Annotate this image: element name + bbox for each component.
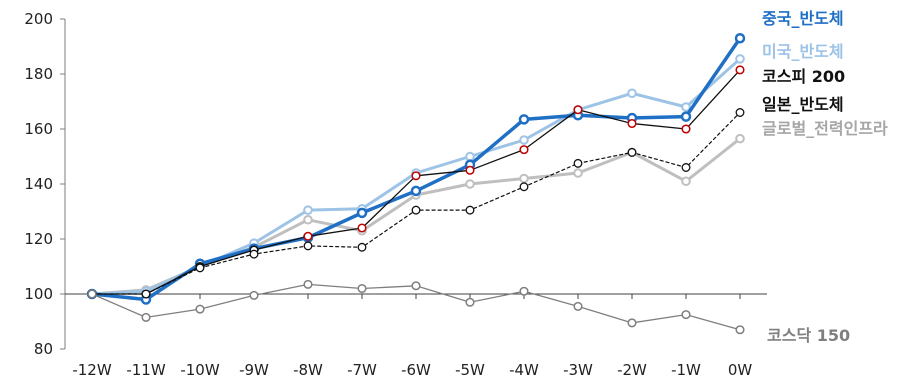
- y-tick-label: 120: [24, 230, 53, 248]
- data-point: [141, 312, 151, 322]
- data-point: [519, 173, 529, 184]
- x-tick-label: -1W: [671, 361, 701, 379]
- data-point: [195, 304, 205, 314]
- data-point: [303, 231, 313, 241]
- series-line: [91, 111, 741, 295]
- x-tick-label: -3W: [563, 361, 593, 379]
- data-point: [410, 185, 422, 197]
- data-point: [735, 325, 745, 335]
- chart-axes: 80 100 120 140 160 180 200 -12W -11W -10W -9W -8W -7…: [24, 10, 767, 379]
- data-point: [627, 318, 637, 328]
- legend-label: 일본_반도체: [762, 95, 844, 114]
- series-4: [87, 108, 745, 299]
- data-point: [681, 163, 691, 172]
- data-point: [303, 241, 313, 251]
- data-point: [681, 124, 691, 134]
- x-tick-label: 0W: [728, 361, 753, 379]
- data-point: [357, 283, 367, 294]
- y-tick-label: 200: [24, 10, 53, 28]
- x-tick-label: -4W: [509, 361, 539, 379]
- data-point: [573, 168, 583, 178]
- data-point: [627, 118, 637, 129]
- data-point: [573, 301, 583, 311]
- legend-label: 중국_반도체: [762, 9, 844, 28]
- data-point: [735, 65, 745, 75]
- legend-label: 글로벌_전력인프라: [762, 119, 888, 138]
- data-point: [303, 205, 313, 215]
- y-tick-label: 140: [24, 175, 53, 193]
- x-tick-label: -10W: [180, 361, 219, 379]
- data-point: [357, 242, 367, 252]
- x-tick-label: -7W: [347, 361, 377, 379]
- legend-label: 미국_반도체: [762, 42, 844, 61]
- data-point: [141, 289, 151, 299]
- data-point: [734, 33, 746, 44]
- data-point: [465, 151, 475, 162]
- data-point: [518, 114, 530, 125]
- data-point: [573, 158, 583, 168]
- x-tick-label: -12W: [72, 361, 111, 379]
- chart-series: [86, 33, 746, 335]
- data-point: [519, 286, 529, 296]
- data-point: [465, 205, 475, 215]
- series-5: [87, 279, 745, 335]
- data-point: [303, 279, 313, 289]
- data-point: [680, 111, 692, 122]
- data-point: [519, 135, 529, 145]
- data-point: [465, 179, 475, 189]
- data-point: [627, 147, 637, 157]
- data-point: [249, 290, 259, 300]
- data-point: [627, 88, 637, 99]
- y-tick-label: 160: [24, 120, 53, 138]
- data-point: [735, 54, 745, 64]
- data-point: [681, 102, 691, 112]
- data-point: [465, 297, 475, 307]
- data-point: [465, 165, 475, 175]
- data-point: [519, 182, 529, 192]
- data-point: [195, 263, 205, 273]
- data-point: [735, 133, 745, 144]
- x-tick-label: -9W: [239, 361, 269, 379]
- legend-label: 코스피 200: [762, 67, 845, 86]
- legend-label: 코스닥 150: [767, 326, 850, 345]
- data-point: [519, 145, 529, 155]
- x-tick-label: -8W: [293, 361, 323, 379]
- data-point: [303, 214, 313, 225]
- data-point: [87, 289, 97, 299]
- data-point: [573, 105, 583, 115]
- x-tick-label: -2W: [617, 361, 647, 379]
- data-point: [681, 176, 691, 187]
- data-point: [356, 207, 368, 219]
- series-3: [87, 65, 745, 299]
- data-point: [357, 223, 367, 233]
- data-point: [735, 108, 745, 117]
- y-tick-label: 100: [24, 285, 53, 303]
- x-tick-label: -5W: [455, 361, 485, 379]
- series-line: [91, 283, 741, 331]
- data-point: [681, 310, 691, 320]
- series-line: [91, 69, 741, 295]
- data-point: [249, 249, 259, 259]
- data-point: [411, 281, 421, 291]
- data-point: [411, 205, 421, 215]
- x-tick-label: -11W: [126, 361, 165, 379]
- y-tick-label: 80: [34, 340, 53, 358]
- x-tick-label: -6W: [401, 361, 431, 379]
- y-tick-label: 180: [24, 65, 53, 83]
- data-point: [411, 171, 421, 181]
